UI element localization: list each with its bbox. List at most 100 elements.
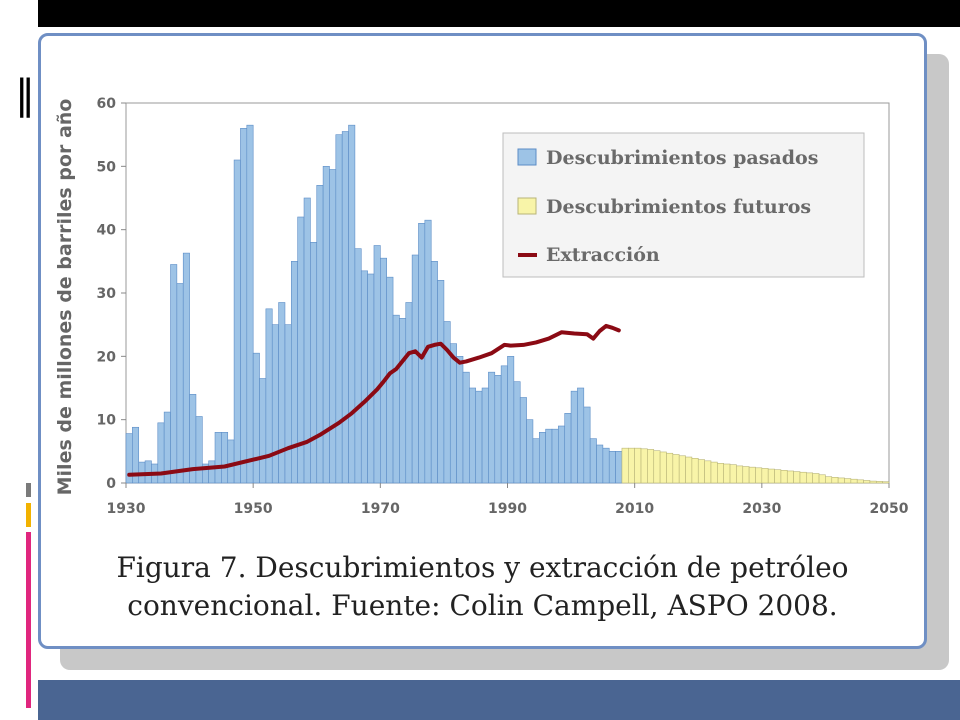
past-discovery-bar-2003 (589, 438, 597, 484)
future-discovery-bar-2017 (678, 455, 686, 484)
future-discovery-bar-2022 (710, 461, 718, 484)
past-discovery-bar-1999 (564, 413, 572, 484)
future-discovery-bar-2039 (818, 474, 826, 484)
future-discovery-bar-2011 (640, 448, 648, 484)
future-discovery-bar-2027 (742, 466, 750, 484)
past-discovery-bar-1941 (195, 416, 203, 484)
past-discovery-bar-1962 (329, 169, 337, 484)
past-discovery-bar-1937 (170, 264, 178, 484)
past-discovery-bar-1968 (367, 273, 375, 484)
y-tick-label-60: 60 (97, 96, 117, 112)
past-discovery-bar-1982 (456, 356, 464, 484)
past-discovery-bar-1959 (310, 242, 318, 484)
future-discovery-bar-2029 (755, 467, 763, 484)
past-discovery-bar-1995 (538, 432, 546, 484)
x-tick-label-2010: 2010 (615, 501, 654, 517)
past-discovery-bar-1971 (386, 276, 394, 484)
past-discovery-bar-1965 (348, 124, 356, 484)
future-discovery-bar-2016 (672, 454, 680, 484)
future-discovery-bar-2035 (793, 471, 801, 484)
future-discovery-bar-2012 (647, 449, 655, 484)
slide-footer-bar (38, 680, 960, 720)
past-discovery-bar-1954 (278, 302, 286, 484)
future-discovery-bar-2036 (799, 471, 807, 484)
past-discovery-bar-1990 (507, 356, 515, 484)
past-discovery-bar-1943 (208, 460, 216, 484)
legend: Descubrimientos pasados Descubrimientos … (502, 132, 865, 278)
legend-swatch-past (517, 148, 537, 166)
past-discovery-bar-2000 (570, 390, 578, 484)
x-tick-label-2050: 2050 (870, 501, 909, 517)
y-tick-label-50: 50 (97, 159, 117, 175)
past-discovery-bar-2006 (608, 451, 616, 484)
extraction-line (127, 323, 621, 477)
past-discovery-bar-1970 (380, 257, 387, 484)
past-discovery-bar-2004 (596, 444, 604, 484)
past-discovery-bar-2001 (577, 387, 585, 484)
past-discovery-bar-1964 (341, 131, 349, 484)
past-discovery-bar-1951 (259, 378, 267, 484)
past-discovery-bar-1953 (271, 324, 279, 484)
x-tick-label-1930: 1930 (107, 501, 146, 517)
y-axis-ticks: 0 10 20 30 40 50 60 (97, 96, 126, 492)
past-discovery-bar-2007 (615, 451, 623, 484)
past-discovery-bar-1956 (291, 261, 298, 484)
past-discovery-bar-1963 (335, 134, 343, 484)
future-discovery-bar-2026 (736, 465, 744, 484)
future-discovery-bar-2023 (717, 463, 724, 484)
future-discovery-bar-2040 (825, 476, 833, 484)
past-discovery-bar-1993 (526, 419, 534, 484)
figure-caption-line-1: Figura 7. Descubrimientos y extracción d… (116, 551, 849, 584)
past-discovery-bar-1945 (221, 432, 229, 484)
future-discovery-bar-2043 (844, 478, 852, 484)
future-discovery-bar-2031 (767, 468, 775, 484)
past-discovery-bar-2002 (583, 406, 591, 484)
x-tick-label-1990: 1990 (488, 501, 527, 517)
y-axis-title: Miles de millones de barriles por año (54, 99, 76, 496)
past-discovery-bar-1946 (227, 439, 235, 484)
future-discovery-bar-2046 (863, 480, 871, 484)
past-discovery-bar-1939 (182, 252, 190, 484)
x-axis-ticks: 1930 1950 1970 1990 2010 2030 2050 (107, 483, 909, 517)
future-discovery-bar-2049 (882, 481, 890, 484)
legend-swatch-future (517, 197, 537, 215)
y-tick-label-30: 30 (97, 286, 117, 302)
past-discovery-bar-1955 (284, 324, 292, 484)
past-discovery-bar-1981 (449, 343, 457, 484)
past-discovery-bar-1949 (246, 124, 254, 484)
future-discovery-bar-2044 (850, 478, 858, 484)
future-discovery-bar-2034 (786, 470, 794, 484)
past-discovery-bar-1998 (558, 425, 566, 484)
future-discovery-bar-2015 (666, 452, 674, 484)
future-discovery-bar-2021 (704, 460, 712, 484)
past-discovery-bar-1984 (469, 387, 477, 484)
past-discovery-bar-1961 (322, 166, 330, 484)
past-discovery-bar-1988 (494, 375, 502, 484)
past-discovery-bar-1996 (545, 428, 553, 484)
past-discovery-bar-1994 (532, 438, 540, 484)
legend-label-future: Descubrimientos futuros (546, 196, 811, 218)
future-discovery-bar-2009 (628, 447, 635, 484)
past-discovery-bar-1997 (551, 428, 559, 484)
past-discovery-bar-1983 (462, 371, 470, 484)
slide-top-bar (38, 0, 960, 27)
x-tick-label-1970: 1970 (361, 501, 400, 517)
past-discovery-bar-1950 (252, 352, 260, 484)
future-discovery-bar-2042 (837, 477, 845, 484)
figure-caption-line-2: convencional. Fuente: Colin Campell, ASP… (127, 589, 838, 622)
past-discovery-bar-1931 (132, 426, 140, 484)
legend-box (502, 132, 865, 278)
past-discovery-bar-1987 (488, 371, 496, 484)
past-discovery-bar-1975 (411, 254, 419, 484)
past-discovery-bar-1973 (399, 318, 407, 484)
past-discovery-bar-1978 (430, 261, 438, 484)
past-discovery-bar-1933 (144, 460, 152, 484)
future-discovery-bar-2024 (723, 463, 731, 484)
past-discovery-bar-1944 (214, 432, 222, 484)
future-discovery-bar-2018 (685, 456, 693, 484)
future-discovery-bar-2041 (831, 476, 839, 484)
future-discovery-bar-2038 (812, 473, 820, 484)
past-discovery-bar-1947 (233, 159, 241, 484)
past-discovery-bar-1948 (240, 128, 248, 484)
